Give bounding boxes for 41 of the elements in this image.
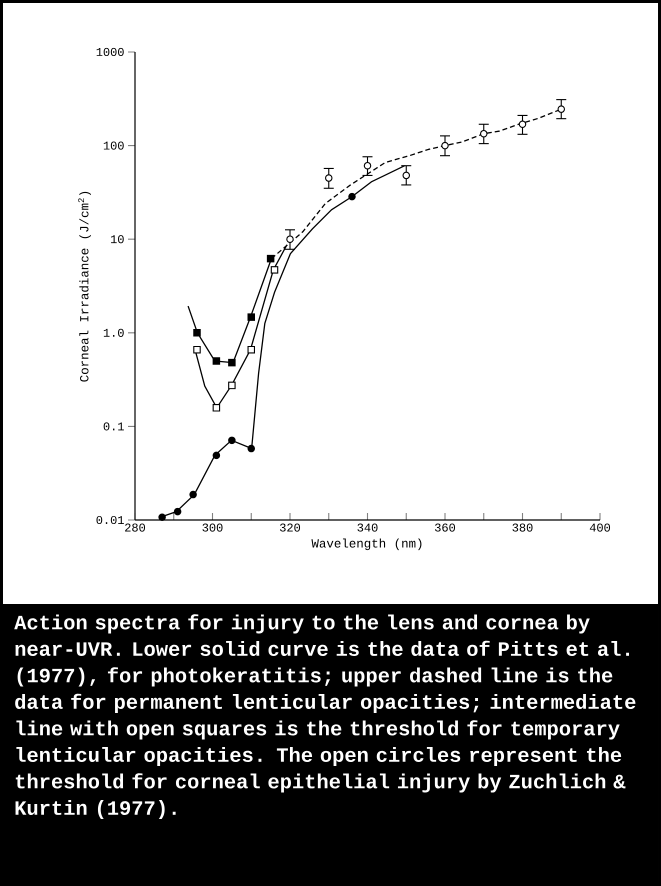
point (558, 105, 566, 113)
y-tick-label: 0.01 (96, 516, 124, 524)
point (189, 490, 197, 498)
point (248, 346, 256, 354)
x-tick-label: 280 (125, 524, 146, 532)
y-tick-label: 10 (110, 235, 124, 244)
x-tick-label: 380 (512, 524, 533, 532)
point (480, 130, 488, 138)
x-tick-label: 300 (202, 524, 223, 532)
point (518, 120, 526, 128)
point (248, 313, 256, 321)
y-tick-label: 0.1 (104, 422, 124, 430)
point (228, 382, 236, 390)
point (364, 162, 372, 170)
point (212, 404, 220, 412)
y-tick-label: 100 (104, 142, 124, 150)
point (286, 235, 294, 243)
point (228, 358, 236, 366)
y-axis-title: Corneal Irradiance (J/cm$^{2}$) (78, 192, 91, 382)
point (228, 436, 236, 444)
point (402, 172, 410, 180)
x-tick-label: 400 (590, 524, 610, 532)
point (348, 192, 356, 200)
x-tick-label: 320 (280, 524, 300, 532)
y-tick-label: 1.0 (104, 328, 124, 337)
point (212, 357, 220, 365)
point (441, 142, 449, 150)
point (270, 266, 278, 274)
x-tick-label: 340 (357, 524, 378, 532)
point (193, 329, 201, 337)
text: Action spectra for injury to the lens and cornea by near-UVR. Lower solid curve is the data of Pitts et al. (1977), for photokeratitis; upper dashed line is the data for permanent lenticular opacities; intermediate line with open squares is the threshold for temporary lenticular opacities. The open circles represent the threshold for corneal epithelial injury by Zuchlich & Kurtin (1977). (14, 614, 636, 820)
y-tick-label: 1000 (96, 48, 124, 56)
point (266, 254, 274, 262)
point (158, 513, 166, 521)
x-axis-title: Wavelength (nm) (311, 538, 422, 550)
point (212, 452, 220, 460)
point (174, 508, 182, 516)
point (325, 174, 333, 182)
point (248, 444, 256, 452)
point (193, 346, 201, 354)
x-tick-label: 360 (434, 524, 456, 532)
